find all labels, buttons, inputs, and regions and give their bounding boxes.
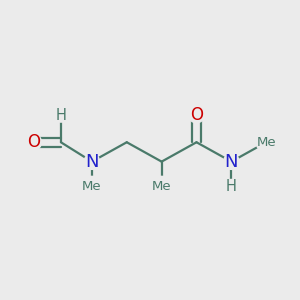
Circle shape: [224, 179, 238, 194]
Text: N: N: [85, 153, 99, 171]
Text: O: O: [27, 133, 40, 151]
Text: O: O: [190, 106, 203, 124]
Circle shape: [152, 176, 172, 196]
Circle shape: [84, 154, 100, 170]
Text: H: H: [56, 108, 66, 123]
Circle shape: [189, 107, 204, 123]
Circle shape: [256, 132, 276, 152]
Circle shape: [54, 108, 68, 122]
Text: Me: Me: [152, 180, 171, 193]
Text: Me: Me: [82, 180, 102, 193]
Text: H: H: [226, 179, 237, 194]
Circle shape: [224, 154, 239, 170]
Text: N: N: [225, 153, 238, 171]
Circle shape: [26, 134, 41, 150]
Text: Me: Me: [256, 136, 276, 149]
Circle shape: [82, 176, 102, 196]
